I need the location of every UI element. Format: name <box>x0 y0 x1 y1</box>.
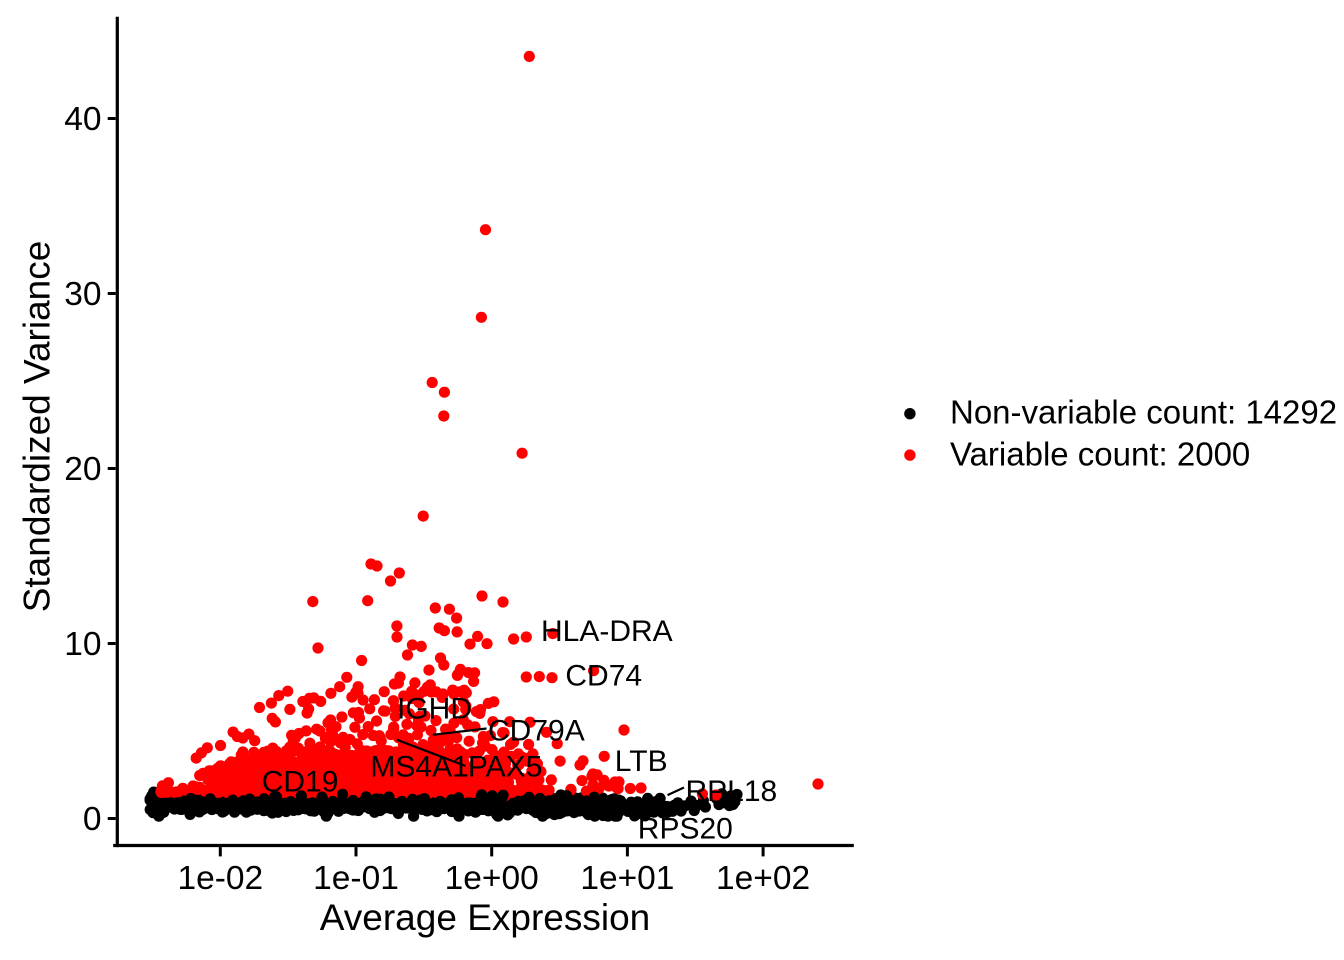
svg-text:Average Expression: Average Expression <box>320 897 650 938</box>
svg-text:Standardized Variance: Standardized Variance <box>17 241 58 613</box>
svg-text:1e+00: 1e+00 <box>445 860 539 897</box>
svg-text:1e+01: 1e+01 <box>580 860 674 897</box>
svg-text:1e-02: 1e-02 <box>177 860 263 897</box>
svg-text:RPL18: RPL18 <box>686 775 778 808</box>
svg-text:1e-01: 1e-01 <box>313 860 399 897</box>
svg-text:Non-variable count: 14292: Non-variable count: 14292 <box>950 394 1337 431</box>
svg-text:HLA-DRA: HLA-DRA <box>541 615 673 648</box>
svg-text:IGHD: IGHD <box>397 692 472 725</box>
svg-text:20: 20 <box>64 451 101 488</box>
svg-text:MS4A1: MS4A1 <box>370 751 468 784</box>
svg-text:CD79A: CD79A <box>488 715 585 748</box>
svg-text:1e+02: 1e+02 <box>716 860 810 897</box>
svg-text:0: 0 <box>83 801 102 838</box>
svg-text:CD19: CD19 <box>262 766 339 799</box>
svg-text:LTB: LTB <box>615 745 668 778</box>
svg-text:PAX5: PAX5 <box>468 751 543 784</box>
svg-text:RPS20: RPS20 <box>638 813 733 846</box>
svg-text:Variable count: 2000: Variable count: 2000 <box>950 436 1250 473</box>
svg-text:CD74: CD74 <box>565 660 642 693</box>
svg-text:30: 30 <box>64 276 101 313</box>
svg-text:40: 40 <box>64 101 101 138</box>
svg-text:10: 10 <box>64 626 101 663</box>
